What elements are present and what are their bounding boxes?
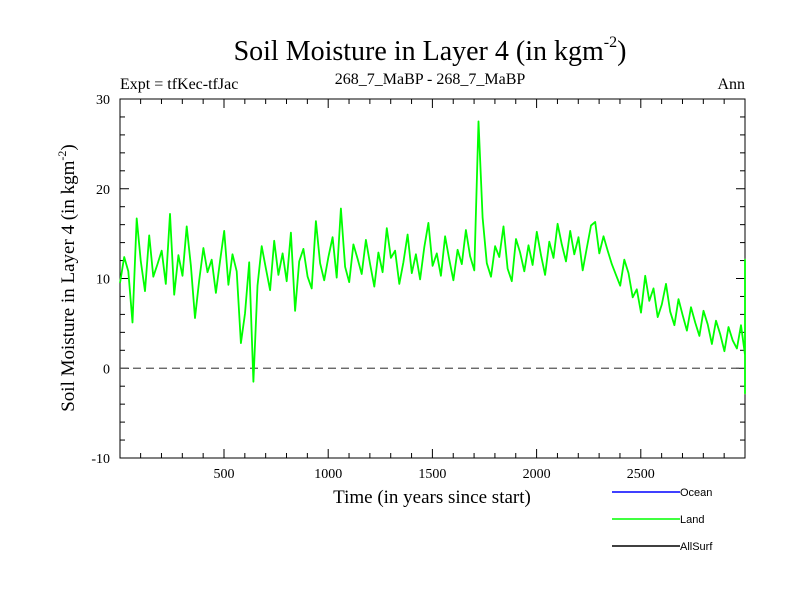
y-tick-label: 0 <box>103 362 110 377</box>
subtitle-center: 268_7_MaBP - 268_7_MaBP <box>335 71 526 88</box>
y-tick-label: 30 <box>96 93 110 108</box>
subtitle-left: Expt = tfKec-tfJac <box>120 76 238 93</box>
x-axis-label: Time (in years since start) <box>333 487 531 508</box>
x-tick-label: 2500 <box>627 467 655 482</box>
x-tick-label: 1000 <box>314 467 342 482</box>
y-axis-label: Soil Moisture in Layer 4 (in kgm-2) <box>55 144 79 412</box>
y-tick-label: 10 <box>96 273 110 288</box>
y-tick-label: -10 <box>91 452 110 467</box>
legend-label-land: Land <box>680 514 704 526</box>
y-tick-label: 20 <box>96 183 110 198</box>
plot-area: 500 1000 1500 2000 2500 -10 0 10 20 30 <box>91 93 746 482</box>
x-tick-label: 500 <box>213 467 234 482</box>
series-group <box>119 120 746 395</box>
x-tick-label: 2000 <box>523 467 551 482</box>
series-line-land <box>119 120 746 395</box>
legend-label-ocean: Ocean <box>680 487 712 499</box>
axis-ticks: 500 1000 1500 2000 2500 -10 0 10 20 30 <box>91 93 745 482</box>
legend: Ocean Land AllSurf <box>612 487 713 553</box>
subtitle-right: Ann <box>717 76 745 93</box>
legend-label-allsurf: AllSurf <box>680 541 713 553</box>
x-tick-label: 1500 <box>418 467 446 482</box>
chart-title: Soil Moisture in Layer 4 (in kgm-2) <box>234 34 627 67</box>
